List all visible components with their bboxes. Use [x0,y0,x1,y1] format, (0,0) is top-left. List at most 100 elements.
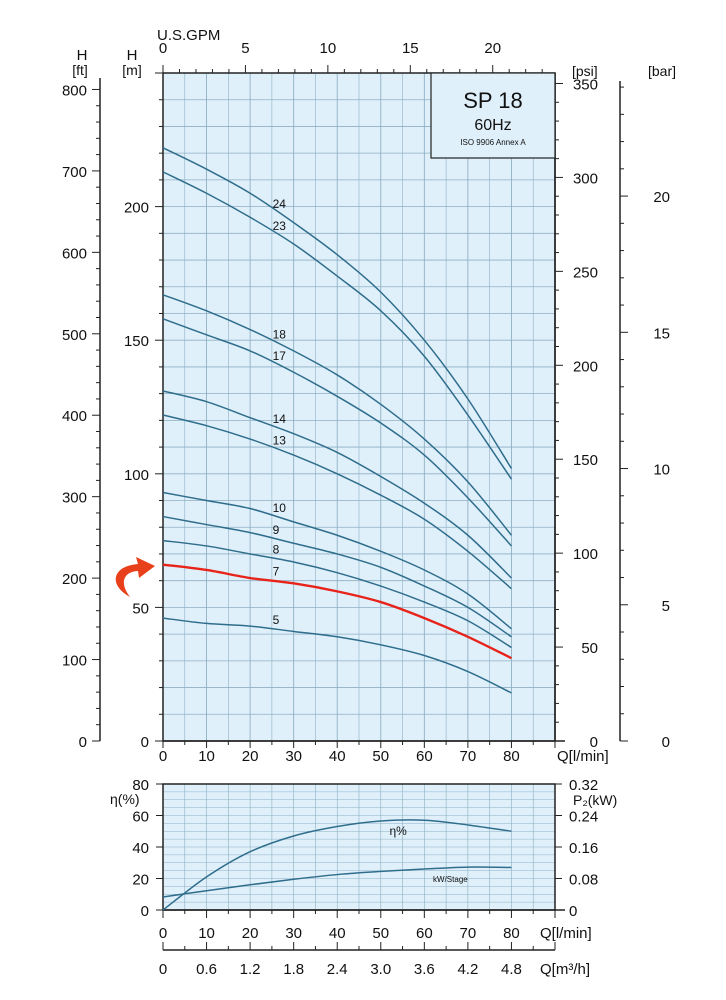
x-tick-label: 60 [416,748,433,765]
x-axis-label: Q[l/min] [557,748,609,765]
psi-tick-label: 300 [573,170,598,187]
curve-label-18: 18 [273,327,287,341]
curve-9 [162,515,512,638]
x-tick-label: 10 [198,748,215,765]
curve-17 [162,318,512,547]
psi-tick-label: 50 [581,640,598,657]
curve-label-13: 13 [273,433,287,447]
m-tick-label: 50 [132,600,149,617]
x-tick-label: 50 [372,925,389,942]
x-tick-label: 30 [285,748,302,765]
chart-title: SP 18 [463,88,523,113]
curve-13 [162,414,512,590]
eta-tick-label: 80 [132,777,149,794]
curve-label-17: 17 [273,349,287,363]
kw-tick-label: 0.32 [569,777,598,794]
curve-5 [162,617,512,694]
eta-tick-label: 40 [132,840,149,857]
gpm-tick-label: 20 [484,40,501,57]
curve-7 [162,563,512,660]
bar-tick-label: 5 [662,598,670,615]
m-axis-label: H [127,47,138,64]
bar-tick-label: 15 [653,325,670,342]
m-tick-label: 150 [124,333,149,350]
eta-axis-label: η(%) [110,791,140,807]
curve-label-efficiency: η% [389,824,407,838]
gpm-tick-label: 10 [320,40,337,57]
curve-label-23: 23 [273,219,287,233]
bar-tick-label: 20 [653,189,670,206]
curve-label-8: 8 [273,543,280,557]
x-tick-label: 70 [460,748,477,765]
x-tick-label: 20 [242,925,259,942]
ft-tick-label: 0 [79,734,87,751]
ft-tick-label: 500 [62,327,87,344]
curve-label-5: 5 [273,613,280,627]
x-tick-label: 30 [285,925,302,942]
kw-tick-label: 0.16 [569,840,598,857]
ft-tick-label: 100 [62,653,87,670]
curve-label-14: 14 [273,412,287,426]
x-tick-label: 80 [503,925,520,942]
bar-axis-label: [bar] [648,63,676,79]
x-tick-label: 0 [159,748,167,765]
x2-tick-label: 1.8 [283,961,304,978]
psi-tick-label: 150 [573,452,598,469]
x-tick-label: 10 [198,925,215,942]
psi-tick-label: 350 [573,76,598,93]
x-tick-label: 70 [460,925,477,942]
gpm-tick-label: 5 [241,40,249,57]
x-tick-label: 80 [503,748,520,765]
x2-tick-label: 4.8 [501,961,522,978]
chart-subtitle: 60Hz [474,117,511,134]
x2-tick-label: 3.0 [370,961,391,978]
chart-note: ISO 9906 Annex A [460,138,526,147]
curve-label-7: 7 [273,565,280,579]
x-tick-label: 40 [329,925,346,942]
ft-tick-label: 600 [62,245,87,262]
bar-tick-label: 10 [653,462,670,479]
curve-18 [162,294,513,536]
psi-tick-label: 200 [573,358,598,375]
curve-kw-stage [162,866,512,898]
x-tick-label: 40 [329,748,346,765]
x2-tick-label: 1.2 [240,961,261,978]
curve-14 [162,390,512,579]
m-tick-label: 100 [124,467,149,484]
psi-tick-label: 100 [573,546,598,563]
curve-label-10: 10 [273,501,287,515]
curve-8 [162,539,512,649]
ft-tick-label: 700 [62,164,87,181]
psi-tick-label: 250 [573,264,598,281]
ft-tick-label: 300 [62,490,87,507]
gpm-tick-label: 15 [402,40,419,57]
x-tick-label: 0 [159,925,167,942]
curve-23 [162,171,513,480]
curve-efficiency [162,819,512,911]
head-chart: 0 10 20 30 40 50 60 70 80 Q[l/min]0 5 10 15 20U.S.GPM… [62,27,676,765]
kw-tick-label: 0.08 [569,872,598,889]
curve-24 [162,147,513,469]
kw-tick-label: 0 [569,903,577,920]
m-tick-label: 0 [141,734,149,751]
kw-tick-label: 0.24 [569,809,598,826]
m-axis-unit: [m] [122,62,141,78]
selected-curve-arrow-icon [115,557,155,597]
psi-axis-label: [psi] [572,63,598,79]
x-tick-label: 60 [416,925,433,942]
gpm-axis-label: U.S.GPM [157,27,220,44]
eta-tick-label: 60 [132,809,149,826]
x2-axis-label: Q[m³/h] [540,961,590,978]
x-tick-label: 20 [242,748,259,765]
curve-10 [162,491,512,630]
curve-label-9: 9 [273,523,280,537]
psi-tick-label: 0 [590,734,598,751]
eta-tick-label: 20 [132,872,149,889]
ft-axis-unit: [ft] [72,62,88,78]
kw-axis-label: P₂(kW) [573,792,617,808]
ft-tick-label: 800 [62,82,87,99]
bar-tick-label: 0 [662,734,670,751]
title-box: SP 18 60Hz ISO 9906 Annex A [430,72,556,159]
